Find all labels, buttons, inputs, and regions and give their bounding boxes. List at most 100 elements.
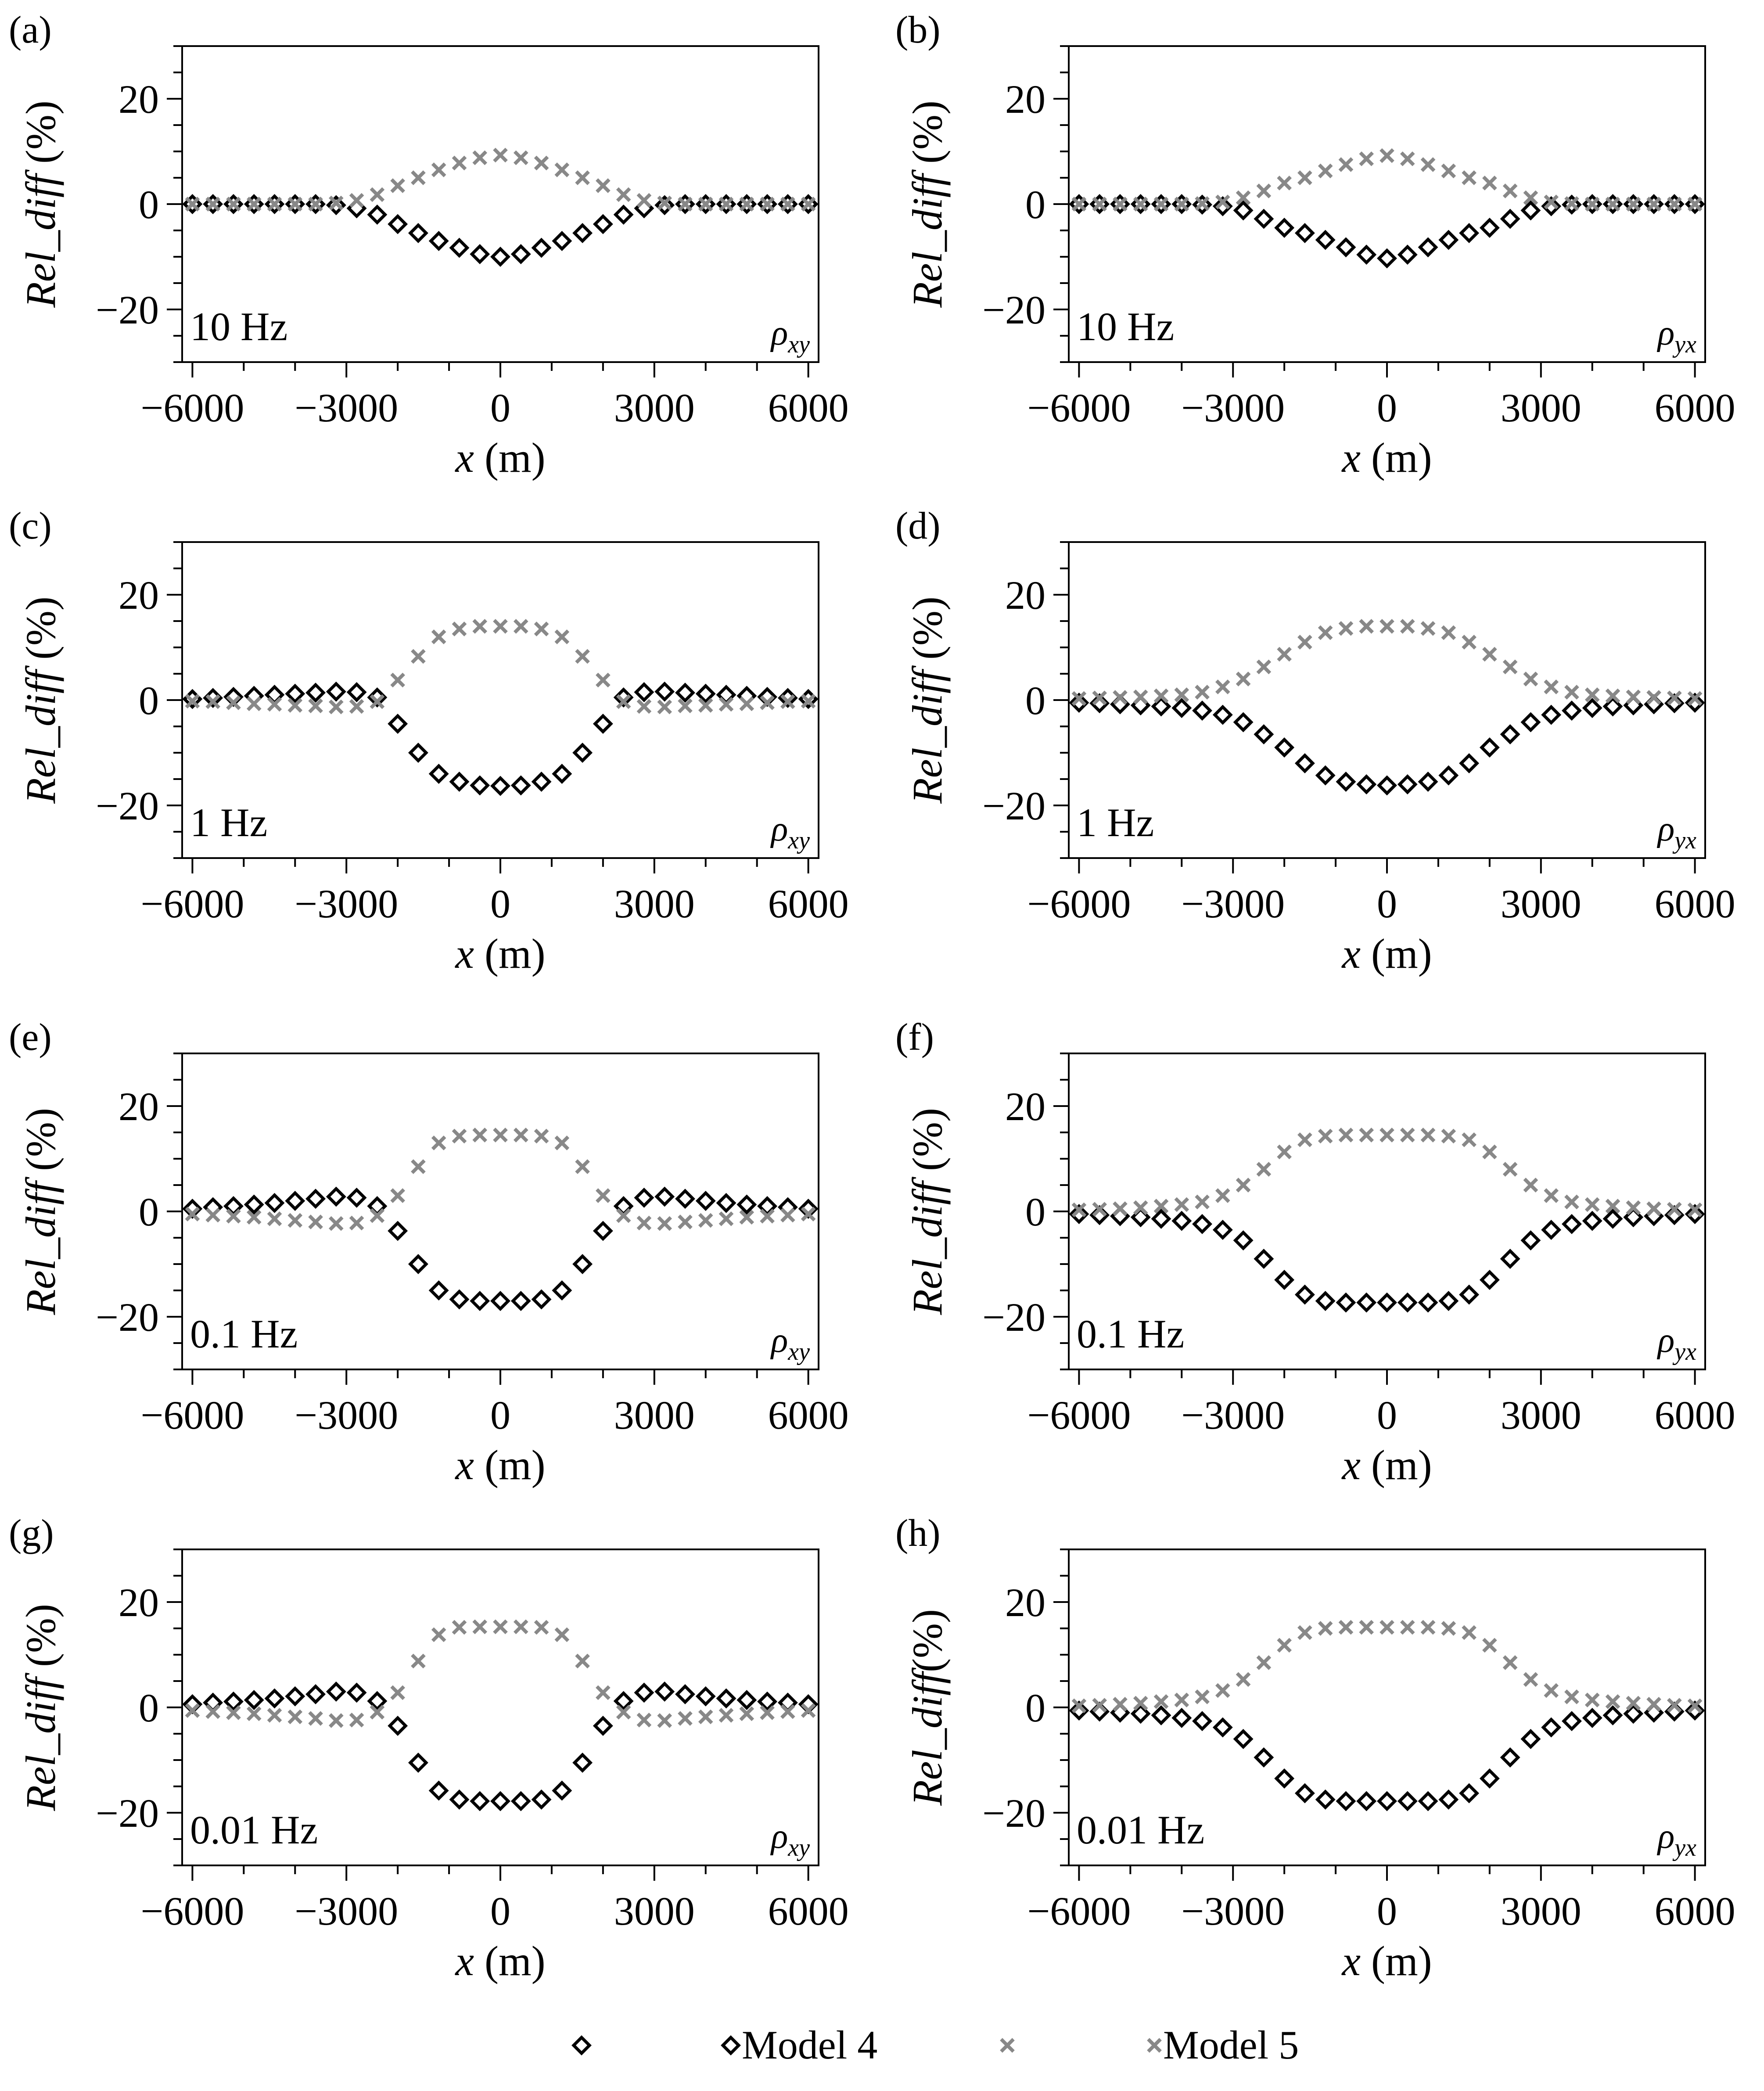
- x-axis-label: x (m): [1341, 1441, 1432, 1488]
- model-4-point: [1664, 693, 1685, 714]
- model-4-point: [654, 1681, 675, 1702]
- x-tick-label: 3000: [614, 881, 695, 926]
- model-5-point: [267, 697, 282, 712]
- y-tick-label: −20: [982, 783, 1045, 828]
- model-5-point: [390, 672, 405, 688]
- model-5-point: [1092, 1698, 1107, 1713]
- model-5-point: [493, 619, 508, 634]
- model-5-point: [1420, 621, 1436, 636]
- model-5-point: [1153, 1199, 1169, 1214]
- chart-panel-d: −20 0 20 −6000 −3000 0 3000 6000 x (m) Rel_diff (…: [895, 505, 1735, 977]
- y-tick-label: 20: [1005, 1580, 1045, 1625]
- model-4-point: [1192, 1214, 1212, 1234]
- model-4-point: [223, 194, 244, 214]
- model-4-point: [1541, 196, 1562, 216]
- frequency-label: 1 Hz: [190, 800, 267, 845]
- series-model-5: [185, 619, 816, 715]
- model-5-point: [1215, 1683, 1230, 1698]
- model-5-point: [636, 699, 652, 714]
- model-4-point: [470, 775, 490, 796]
- x-tick-label: 6000: [1655, 1889, 1735, 1933]
- model-5-point: [1359, 619, 1374, 634]
- model-4-point: [1212, 1220, 1233, 1240]
- model-5-point: [287, 197, 303, 212]
- frequency-label: 10 Hz: [190, 304, 287, 349]
- model-5-point: [1564, 196, 1579, 211]
- model-5-point: [1502, 1162, 1518, 1177]
- model-5-point: [1277, 1638, 1292, 1653]
- model-4-point: [264, 194, 285, 214]
- model-5-point: [267, 197, 282, 212]
- model-5-point: [1338, 1620, 1354, 1635]
- model-5-point: [246, 696, 262, 711]
- model-5-point: [719, 697, 734, 712]
- model-5-point: [1626, 689, 1641, 704]
- y-axis-label: Rel_diff (%): [904, 101, 951, 308]
- panel-letter: (h): [895, 1512, 941, 1555]
- model-4-point: [1623, 194, 1644, 214]
- model-5-point: [616, 187, 631, 202]
- model-4-point: [716, 1688, 736, 1709]
- x-tick-label: 3000: [1501, 881, 1581, 926]
- series-model-5: [185, 1619, 816, 1728]
- model-4-point: [244, 194, 264, 214]
- frequency-label: 0.1 Hz: [190, 1311, 298, 1356]
- x-tick-label: −3000: [1181, 385, 1285, 430]
- model-4-point: [1254, 724, 1274, 744]
- model-5-point: [1441, 1621, 1456, 1636]
- chart-panel-g: −20 0 20 −6000 −3000 0 3000 6000 x (m) Rel_diff (…: [9, 1512, 849, 1984]
- model-5-point: [1667, 690, 1682, 706]
- model-5-point: [431, 1135, 446, 1150]
- model-4-point: [490, 1291, 510, 1311]
- y-tick-label: −20: [982, 287, 1045, 332]
- x-tick-label: −3000: [1181, 881, 1285, 926]
- model-5-point: [1400, 151, 1415, 166]
- x-tick-label: 3000: [614, 385, 695, 430]
- model-5-point: [1174, 1197, 1189, 1212]
- model-5-point: [513, 150, 528, 165]
- model-4-point: [1315, 230, 1336, 250]
- model-4-point: [1459, 1284, 1480, 1305]
- model-5-point: [534, 155, 549, 171]
- model-5-point: [246, 197, 262, 212]
- model-4-point: [1274, 1768, 1295, 1789]
- model-4-point: [675, 1189, 695, 1209]
- model-5-point: [1071, 1698, 1087, 1714]
- model-5-point: [1359, 1620, 1374, 1635]
- model-4-point: [388, 214, 408, 234]
- model-4-point: [367, 205, 388, 225]
- model-5-point: [719, 197, 734, 212]
- chart-panel-a: −20 0 20 −6000 −3000 0 3000 6000 x (m) Rel_diff (…: [9, 9, 849, 481]
- y-tick-label: 20: [119, 77, 159, 122]
- model-5-point: [1236, 1672, 1251, 1687]
- model-4-point: [449, 1289, 470, 1310]
- y-tick-label: 0: [1025, 678, 1045, 723]
- model-5-point: [390, 1685, 405, 1700]
- model-5-point: [780, 1704, 795, 1719]
- model-5-point: [1113, 197, 1128, 212]
- model-5-point: [411, 649, 426, 664]
- model-5-point: [554, 1627, 570, 1642]
- model-4-point: [1274, 737, 1295, 758]
- model-5-point: [308, 1214, 323, 1229]
- model-5-point: [1646, 1696, 1661, 1712]
- model-5-point: [267, 1211, 282, 1226]
- model-4-point: [346, 682, 367, 702]
- model-5-point: [1544, 194, 1559, 210]
- panel-letter: (g): [9, 1512, 54, 1555]
- y-axis-label: Rel_diff (%): [17, 1604, 64, 1811]
- model-4-point: [1644, 1703, 1664, 1723]
- model-5-point: [1380, 1620, 1394, 1635]
- x-tick-label: 3000: [614, 1889, 695, 1933]
- model-4-point: [305, 683, 326, 703]
- model-5-point: [678, 1711, 693, 1726]
- model-4-point: [264, 1688, 285, 1709]
- model-4-point: [613, 1691, 634, 1711]
- model-4-point: [1562, 1214, 1582, 1234]
- model-4-point: [1397, 244, 1418, 265]
- model-4-point: [428, 1780, 449, 1801]
- model-5-point: [1687, 1202, 1703, 1218]
- model-5-point: [1380, 1128, 1394, 1143]
- model-5-point: [205, 1704, 220, 1719]
- model-5-point: [801, 197, 816, 212]
